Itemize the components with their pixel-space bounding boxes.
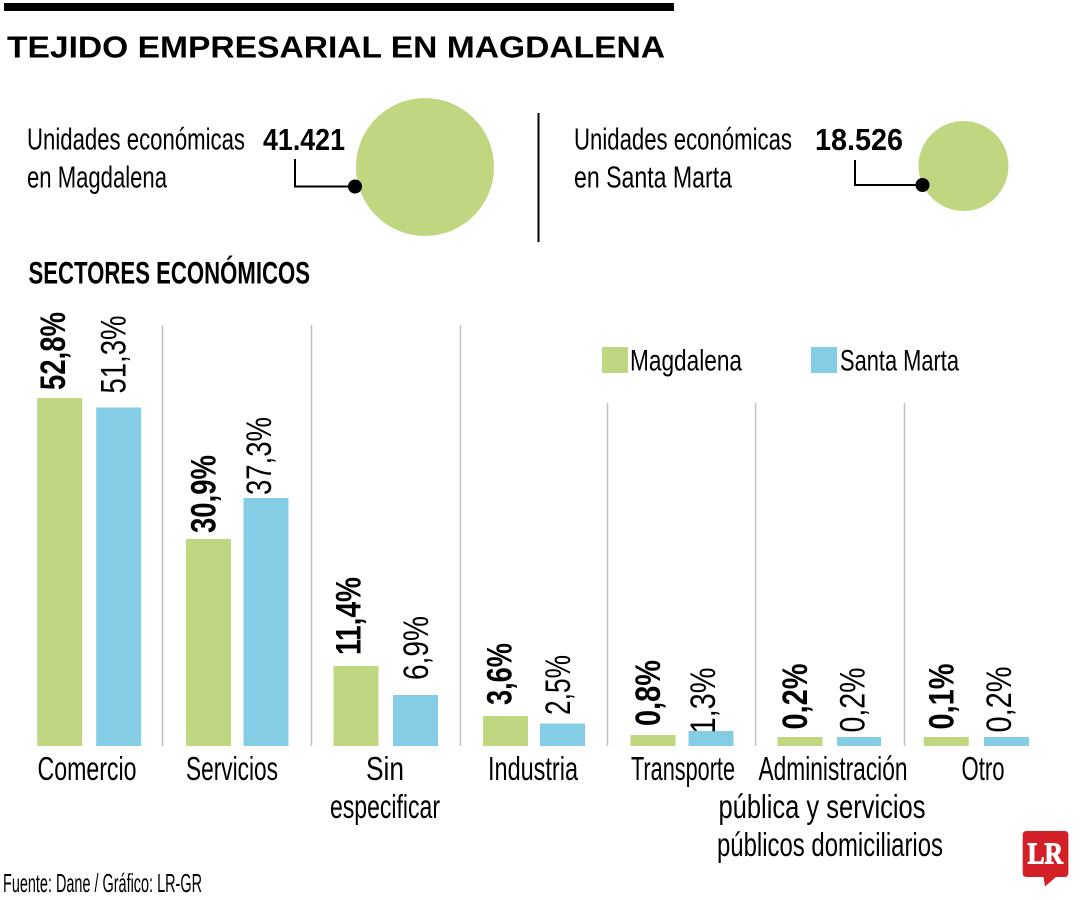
svg-text:Unidades económicas: Unidades económicas xyxy=(574,122,792,157)
svg-text:Sin: Sin xyxy=(366,750,404,787)
svg-text:Otro: Otro xyxy=(962,750,1005,787)
svg-text:37,3%: 37,3% xyxy=(240,417,279,495)
svg-text:0,2%: 0,2% xyxy=(980,667,1019,733)
svg-text:SECTORES ECONÓMICOS: SECTORES ECONÓMICOS xyxy=(29,255,311,291)
svg-text:52,8%: 52,8% xyxy=(34,312,73,390)
svg-text:3,6%: 3,6% xyxy=(481,643,520,705)
svg-text:0,2%: 0,2% xyxy=(776,664,815,730)
svg-text:Comercio: Comercio xyxy=(38,750,137,787)
svg-text:Magdalena: Magdalena xyxy=(630,345,742,378)
svg-text:Servicios: Servicios xyxy=(186,750,278,787)
svg-text:Transporte: Transporte xyxy=(631,750,735,787)
svg-text:6,9%: 6,9% xyxy=(397,616,436,680)
svg-text:2,5%: 2,5% xyxy=(539,655,578,715)
svg-text:0,1%: 0,1% xyxy=(923,664,962,730)
svg-text:Santa Marta: Santa Marta xyxy=(840,345,959,378)
svg-text:30,9%: 30,9% xyxy=(185,455,224,533)
svg-text:0,8%: 0,8% xyxy=(629,660,668,726)
svg-text:41.421: 41.421 xyxy=(263,122,345,157)
svg-text:en Magdalena: en Magdalena xyxy=(27,160,168,195)
svg-text:TEJIDO EMPRESARIAL EN MAGDALEN: TEJIDO EMPRESARIAL EN MAGDALENA xyxy=(7,30,665,65)
svg-text:51,3%: 51,3% xyxy=(95,316,134,394)
svg-text:Fuente: Dane / Gráfico: LR-GR: Fuente: Dane / Gráfico: LR-GR xyxy=(3,868,202,898)
svg-text:1,3%: 1,3% xyxy=(684,668,723,734)
svg-text:Industria: Industria xyxy=(488,750,578,787)
svg-text:18.526: 18.526 xyxy=(815,122,903,157)
svg-text:públicos domiciliarios: públicos domiciliarios xyxy=(717,826,943,863)
svg-text:Administración: Administración xyxy=(759,750,908,787)
svg-text:en Santa Marta: en Santa Marta xyxy=(574,160,733,195)
svg-text:0,2%: 0,2% xyxy=(833,668,872,733)
svg-text:especificar: especificar xyxy=(330,788,440,825)
svg-text:pública y servicios: pública y servicios xyxy=(719,788,926,825)
svg-text:LR: LR xyxy=(1028,836,1064,871)
svg-text:11,4%: 11,4% xyxy=(330,577,369,655)
svg-text:Unidades económicas: Unidades económicas xyxy=(27,122,245,157)
